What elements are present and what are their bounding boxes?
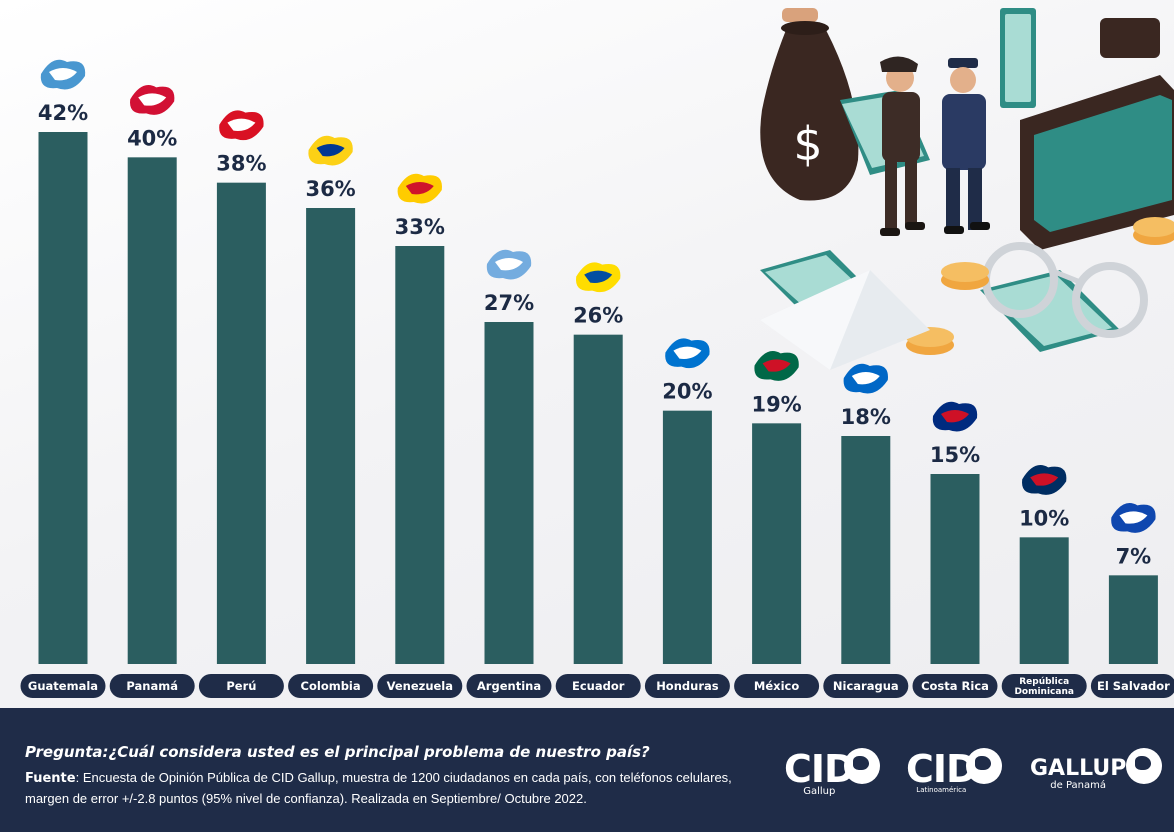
flag-map-icon	[576, 262, 621, 293]
globe-icon	[1126, 748, 1162, 784]
dollar-sign: $	[793, 117, 822, 171]
value-label: 27%	[484, 291, 534, 315]
flag-map-icon	[130, 85, 175, 115]
flag-map-icon	[843, 363, 888, 394]
source-note: Fuente: Encuesta de Opinión Pública de C…	[25, 768, 770, 809]
coin-stack-icon	[906, 217, 1174, 355]
category-pill: Nicaragua	[823, 674, 909, 698]
logo-gallup-panama: GALLUP de Panamá	[1030, 748, 1162, 791]
category-label: El Salvador	[1097, 679, 1170, 693]
police-officer-icon	[942, 58, 990, 234]
bar	[662, 410, 712, 664]
bar	[127, 157, 177, 665]
money-bag-icon: $	[760, 8, 859, 201]
bar	[484, 322, 534, 664]
bar	[1108, 575, 1158, 664]
logo-sub: Latinoamérica	[916, 786, 967, 794]
bar	[573, 334, 623, 664]
category-label: Argentina	[477, 679, 541, 693]
businessman-icon	[880, 56, 925, 236]
value-label: 33%	[395, 215, 445, 239]
value-label: 42%	[38, 101, 88, 125]
chart: $	[20, 8, 1174, 698]
logo-sub: Gallup	[803, 786, 836, 797]
flag-map-icon	[754, 351, 799, 381]
value-label: 19%	[751, 392, 801, 416]
category-pill: El Salvador	[1090, 674, 1174, 698]
source-label: Fuente	[25, 771, 76, 786]
category-pill: Venezuela	[377, 674, 463, 698]
category-pill: Guatemala	[20, 674, 106, 698]
category-pill: Panamá	[109, 674, 195, 698]
category-pill: México	[734, 674, 820, 698]
flag-map-icon	[1111, 503, 1156, 533]
category-pill: Perú	[198, 674, 284, 698]
bars	[38, 132, 1158, 665]
globe-icon	[966, 748, 1002, 784]
logo-main: GALLUP	[1030, 756, 1127, 781]
category-pill: Argentina	[466, 674, 552, 698]
category-pill: Honduras	[644, 674, 730, 698]
hanging-banknote-icon	[1000, 8, 1036, 108]
logo-sub: de Panamá	[1050, 780, 1107, 791]
category-pill: Ecuador	[555, 674, 641, 698]
bar	[1019, 537, 1069, 664]
illustration: $	[760, 8, 1174, 370]
footer: Pregunta:¿Cuál considera usted es el pri…	[0, 708, 1174, 832]
flag-maps	[40, 59, 1156, 533]
value-label: 7%	[1116, 544, 1152, 568]
bar	[395, 246, 445, 664]
category-label: Colombia	[301, 679, 361, 693]
value-label: 38%	[216, 152, 266, 176]
category-label: Guatemala	[28, 679, 98, 693]
category-pill: Colombia	[288, 674, 374, 698]
bar	[306, 208, 356, 664]
source-text: : Encuesta de Opinión Pública de CID Gal…	[25, 770, 732, 806]
category-label: México	[754, 679, 799, 693]
category-label: Honduras	[656, 679, 719, 693]
category-label: Venezuela	[387, 679, 453, 693]
envelope-icon	[760, 270, 930, 370]
category-labels: Guatemala Panamá Perú Colombia Venezuela Arge…	[20, 674, 1174, 698]
category-label: Ecuador	[572, 679, 625, 693]
logo-cid-gallup: CID Gallup	[784, 747, 880, 797]
briefcase-icon	[1020, 18, 1174, 250]
flag-map-icon	[486, 249, 532, 280]
bar	[752, 423, 802, 664]
logo-cid-latinoamerica: CID Latinoamérica	[906, 747, 1002, 794]
flag-map-icon	[397, 173, 442, 204]
value-label: 15%	[930, 443, 980, 467]
flag-map-icon	[219, 110, 264, 141]
value-label: 18%	[841, 405, 891, 429]
flag-map-icon	[40, 59, 86, 90]
category-pill: Costa Rica	[912, 674, 998, 698]
value-label: 10%	[1019, 506, 1069, 530]
bar	[38, 132, 88, 664]
value-label: 40%	[127, 126, 177, 150]
logo-main: CID	[906, 747, 978, 791]
value-label: 36%	[305, 177, 355, 201]
category-pill: República Dominicana	[1001, 674, 1087, 698]
category-label: Nicaragua	[833, 679, 899, 693]
value-label: 26%	[573, 304, 623, 328]
survey-question: Pregunta:¿Cuál considera usted es el pri…	[25, 743, 650, 761]
bar	[930, 474, 980, 664]
bar	[841, 436, 891, 664]
value-labels: 42% 40% 38% 36% 33% 27% 26% 20% 19% 18% 15% 10% 7%	[38, 101, 1151, 568]
logo-main: CID	[784, 747, 856, 791]
flag-map-icon	[665, 338, 710, 369]
flag-map-icon	[308, 135, 353, 166]
globe-icon	[844, 748, 880, 784]
category-label: Perú	[226, 679, 256, 693]
category-label: República Dominicana	[1014, 677, 1074, 697]
flag-map-icon	[932, 401, 978, 432]
category-label: Costa Rica	[921, 679, 989, 693]
category-label: Panamá	[126, 679, 178, 693]
bar	[216, 182, 266, 664]
flag-map-icon	[1022, 465, 1067, 495]
value-label: 20%	[662, 380, 712, 404]
